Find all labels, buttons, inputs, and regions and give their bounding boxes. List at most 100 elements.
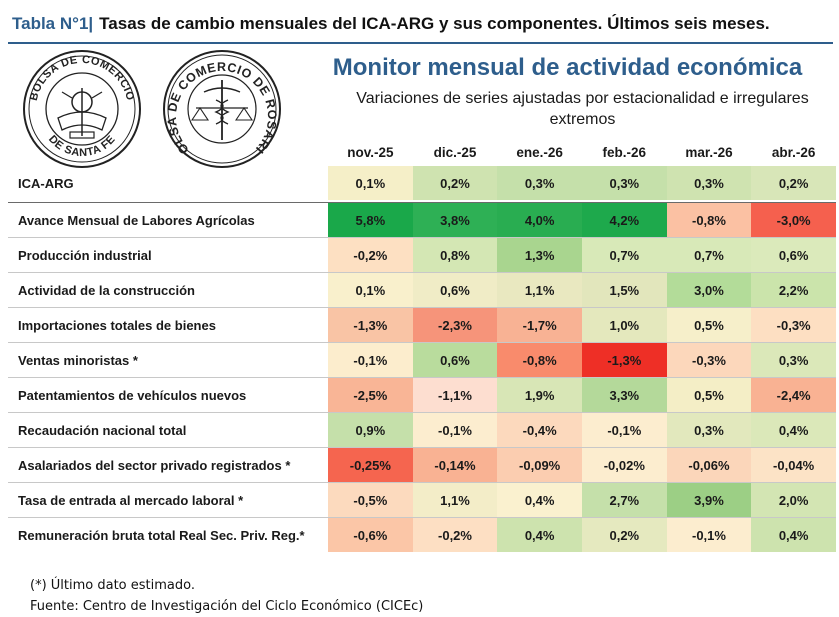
value-cell: 3,8% bbox=[412, 202, 498, 238]
value-cell: 0,5% bbox=[666, 307, 752, 343]
value-cell: -0,14% bbox=[412, 447, 498, 483]
header-row: nov.-25 dic.-25 ene.-26 feb.-26 mar.-26 … bbox=[8, 138, 836, 166]
row-label: Recaudación nacional total bbox=[8, 412, 329, 448]
bolsa-santa-fe-seal: BOLSA DE COMERCIO DE SANTA FE bbox=[18, 48, 146, 170]
divider-cell bbox=[412, 200, 498, 203]
value-cell: 0,3% bbox=[581, 166, 667, 200]
column-header: nov.-25 bbox=[347, 144, 394, 160]
value-cell: 0,1% bbox=[328, 166, 413, 200]
table-row: Importaciones totales de bienes -1,3% -2,3… bbox=[8, 307, 836, 343]
value-cell: -0,5% bbox=[328, 482, 413, 518]
value-cell: -2,3% bbox=[412, 307, 498, 343]
monitor-subtitle: Variaciones de series ajustadas por esta… bbox=[356, 90, 809, 128]
value-cell: -0,1% bbox=[412, 412, 498, 448]
table-row: Avance Mensual de Labores Agrícolas 5,8% 3… bbox=[8, 202, 836, 238]
value-cell: 0,6% bbox=[412, 272, 498, 308]
value-cell: -1,3% bbox=[328, 307, 413, 343]
value-cell: 1,1% bbox=[497, 272, 582, 308]
value-cell: 4,0% bbox=[497, 202, 582, 238]
value-cell: 0,2% bbox=[581, 517, 667, 552]
value-cell: 1,9% bbox=[497, 377, 582, 413]
value-cell: 0,5% bbox=[666, 377, 752, 413]
value-cell: -0,25% bbox=[328, 447, 413, 483]
divider-cell bbox=[497, 200, 582, 203]
table-row: ICA-ARG 0,1% 0,2% 0,3% 0,3% 0,3% 0,2% bbox=[8, 166, 836, 200]
value-cell: -0,6% bbox=[328, 517, 413, 552]
value-cell: -0,8% bbox=[666, 202, 752, 238]
value-cell: 0,7% bbox=[666, 237, 752, 273]
value-cell: 0,4% bbox=[497, 482, 582, 518]
table-row: Actividad de la construcción 0,1% 0,6% 1,1%… bbox=[8, 272, 836, 308]
value-cell: 0,4% bbox=[497, 517, 582, 552]
bolsa-rosario-seal: BOLSA DE COMERCIO DE ROSARIO bbox=[158, 48, 286, 170]
column-header: mar.-26 bbox=[685, 144, 733, 160]
table-title-bar: Tabla N°1| Tasas de cambio mensuales del… bbox=[8, 6, 833, 44]
value-cell: -0,4% bbox=[497, 412, 582, 448]
value-cell: 0,6% bbox=[751, 237, 836, 273]
row-label: Actividad de la construcción bbox=[8, 272, 329, 308]
table-number: Tabla N°1| bbox=[12, 14, 94, 33]
row-label: Importaciones totales de bienes bbox=[8, 307, 329, 343]
row-label: Avance Mensual de Labores Agrícolas bbox=[8, 202, 329, 238]
footer: (*) Último dato estimado. Fuente: Centro… bbox=[30, 575, 423, 617]
logos: BOLSA DE COMERCIO DE SANTA FE BOLSA DE C… bbox=[18, 48, 288, 170]
value-cell: 0,3% bbox=[666, 412, 752, 448]
value-cell: 1,0% bbox=[581, 307, 667, 343]
value-cell: 0,2% bbox=[412, 166, 498, 200]
column-header: dic.-25 bbox=[433, 144, 477, 160]
value-cell: -0,02% bbox=[581, 447, 667, 483]
source-note: Fuente: Centro de Investigación del Cicl… bbox=[30, 599, 424, 614]
value-cell: -1,1% bbox=[412, 377, 498, 413]
header-blank bbox=[8, 138, 328, 166]
value-cell: 0,7% bbox=[581, 237, 667, 273]
value-cell: 0,4% bbox=[751, 412, 836, 448]
row-label: Producción industrial bbox=[8, 237, 329, 273]
value-cell: 0,8% bbox=[412, 237, 498, 273]
table-row: Remuneración bruta total Real Sec. Priv.… bbox=[8, 517, 836, 552]
column-header: abr.-26 bbox=[771, 144, 816, 160]
value-cell: -0,2% bbox=[412, 517, 498, 552]
divider-cell bbox=[751, 200, 836, 203]
table-row: Producción industrial -0,2% 0,8% 1,3% 0,7% 0,… bbox=[8, 237, 836, 273]
divider-cell bbox=[8, 200, 329, 203]
value-cell: 1,1% bbox=[412, 482, 498, 518]
row-label: Tasa de entrada al mercado laboral * bbox=[8, 482, 329, 518]
column-header: ene.-26 bbox=[516, 144, 563, 160]
value-cell: -3,0% bbox=[751, 202, 836, 238]
table-row: Tasa de entrada al mercado laboral * -0,5… bbox=[8, 482, 836, 518]
value-cell: 0,3% bbox=[666, 166, 752, 200]
value-cell: -1,7% bbox=[497, 307, 582, 343]
table-row: Recaudación nacional total 0,9% -0,1% -0,4%… bbox=[8, 412, 836, 448]
value-cell: 0,3% bbox=[751, 342, 836, 378]
row-label: Ventas minoristas * bbox=[8, 342, 329, 378]
row-label: ICA-ARG bbox=[18, 175, 74, 191]
value-cell: -0,04% bbox=[751, 447, 836, 483]
row-label: Asalariados del sector privado registrad… bbox=[8, 447, 329, 483]
divider-cell bbox=[581, 200, 667, 203]
value-cell: 0,1% bbox=[328, 272, 413, 308]
value-cell: 0,3% bbox=[497, 166, 582, 200]
value-cell: 0,2% bbox=[751, 166, 836, 200]
divider-cell bbox=[666, 200, 752, 203]
row-label: Remuneración bruta total Real Sec. Priv.… bbox=[18, 527, 305, 543]
data-table: nov.-25 dic.-25 ene.-26 feb.-26 mar.-26 … bbox=[8, 138, 836, 552]
value-cell: 1,3% bbox=[497, 237, 582, 273]
value-cell: -0,06% bbox=[666, 447, 752, 483]
value-cell: 2,2% bbox=[751, 272, 836, 308]
value-cell: -1,3% bbox=[581, 342, 667, 378]
footnote: (*) Último dato estimado. bbox=[30, 578, 195, 593]
value-cell: 3,3% bbox=[581, 377, 667, 413]
value-cell: -0,3% bbox=[666, 342, 752, 378]
monitor-title: Monitor mensual de actividad económica bbox=[332, 54, 803, 81]
value-cell: 1,5% bbox=[581, 272, 667, 308]
table-row: Ventas minoristas * -0,1% 0,6% -0,8% -1,3% -0… bbox=[8, 342, 836, 378]
value-cell: -0,3% bbox=[751, 307, 836, 343]
value-cell: -2,4% bbox=[751, 377, 836, 413]
table-title: Tasas de cambio mensuales del ICA-ARG y … bbox=[99, 14, 770, 33]
value-cell: 3,9% bbox=[666, 482, 752, 518]
table-row: Patentamientos de vehículos nuevos -2,5% -… bbox=[8, 377, 836, 413]
section-divider bbox=[8, 200, 836, 203]
column-header: feb.-26 bbox=[602, 144, 647, 160]
divider-cell bbox=[328, 200, 413, 203]
value-cell: 0,4% bbox=[751, 517, 836, 552]
